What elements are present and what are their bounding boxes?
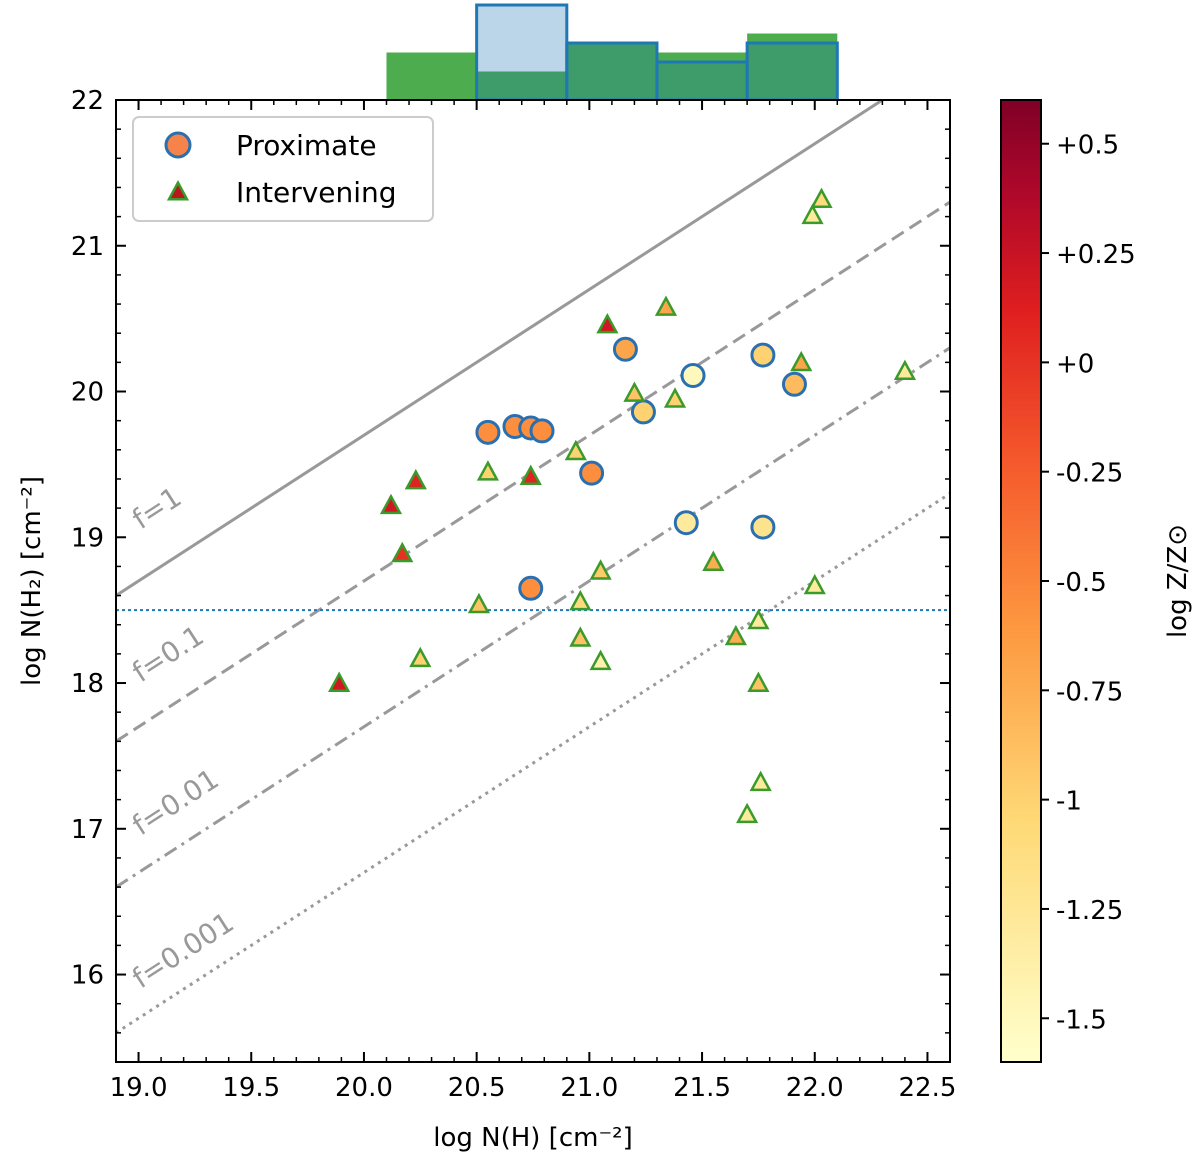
intervening-point [519,464,542,485]
proximate-point [518,575,544,601]
intervening-point [747,608,770,630]
histogram-bar-intervening [476,71,567,100]
y-tick-label: 19 [71,523,104,553]
x-tick-label: 20.5 [448,1073,506,1103]
histogram-bar-proximate [655,60,749,102]
plot-frame [115,99,951,1063]
intervening-point [564,439,587,461]
x-tick-label: 19.5 [222,1073,280,1103]
colorbar-title: log Z/Z⊙ [1163,524,1193,638]
x-tick-label: 19.0 [110,1073,168,1103]
y-tick-label: 20 [71,378,104,408]
x-tick-label: 22.0 [786,1073,844,1103]
intervening-point [476,460,500,481]
colorbar-tick-label: -0.25 [1056,459,1123,489]
intervening-point [596,312,619,334]
intervening-point [654,295,678,316]
intervening-point [589,559,612,580]
proximate-point [750,514,776,540]
colorbar: +0.5 +0.25 +0 -0.25 -0.5 -0.75 -1 -1.25 -1.5 log … [1000,99,1193,1063]
intervening-point [747,671,770,692]
y-tick-label: 18 [71,669,104,699]
colorbar-tick-label: -0.5 [1056,568,1107,598]
intervening-point [379,493,403,515]
legend-triangle-marker [166,180,190,201]
colorbar-tick-label: +0 [1056,349,1094,379]
intervening-point [589,649,612,671]
histogram-bar-intervening [747,33,838,100]
intervening-point [569,589,592,611]
intervening-point [328,671,351,692]
proximate-point [579,460,605,486]
y-tick-label: 16 [71,961,104,991]
y-tick-label: 17 [71,815,104,845]
intervening-point [810,187,833,209]
intervening-point [623,381,646,402]
histogram-bar-proximate [565,41,659,102]
colorbar-tick-label: +0.25 [1056,240,1136,270]
x-tick-label: 20.0 [335,1073,393,1103]
y-tick-label: 21 [71,232,104,262]
legend: Proximate Intervening [132,116,434,222]
intervening-point [391,541,414,563]
colorbar-tick-label: -1.5 [1056,1005,1107,1035]
intervening-point [749,770,772,792]
colorbar-gradient [1000,99,1042,1063]
fraction-line-f0-01 [116,346,950,889]
fraction-line-f0-001 [116,492,950,1035]
proximate-point [750,342,776,368]
proximate-point [475,419,501,445]
axes: 19.0 19.5 20.0 20.5 21.0 21.5 22.0 22.5 16 17 18 19… [17,86,956,1153]
intervening-point [790,350,813,372]
histogram-bar-intervening [386,52,477,100]
intervening-point [409,646,432,668]
intervening-point [569,626,592,647]
legend-box [132,116,434,222]
intervening-point [736,802,759,824]
legend-label-proximate: Proximate [236,129,377,162]
histogram-bar-proximate [745,41,839,102]
histogram-bar-intervening [656,52,748,100]
proximate-point [529,418,555,444]
top-histogram [386,3,839,102]
y-axis-title: log N(H₂) [cm⁻²] [17,476,47,686]
y-tick-label: 22 [71,86,104,116]
proximate-point [680,362,706,388]
colorbar-tick-label: -1 [1056,787,1082,817]
fraction-line-f1 [116,100,886,597]
legend-label-intervening: Intervening [236,176,397,209]
proximate-point [673,510,699,536]
intervening-point [893,359,917,381]
intervening-point [724,624,747,646]
proximate-point [612,336,638,362]
colorbar-tick-label: -0.75 [1056,677,1123,707]
intervening-point [801,203,824,225]
histogram-bar-intervening [566,43,657,100]
x-axis-title: log N(H) [cm⁻²] [433,1123,633,1153]
colorbar-tick-label: -1.25 [1056,896,1123,926]
intervening-point [702,550,725,571]
proximate-point [781,371,807,397]
colorbar-tick-label: +0.5 [1056,131,1119,161]
x-tick-label: 21.0 [560,1073,618,1103]
intervening-point [467,592,491,614]
intervening-point [404,468,427,490]
x-tick-label: 21.5 [673,1073,731,1103]
intervening-point [803,573,826,595]
proximate-point [630,399,656,425]
legend-circle-marker [164,131,192,159]
intervening-point [663,387,687,408]
histogram-bar-proximate [475,3,569,102]
data-points [328,187,917,824]
x-tick-label: 22.5 [899,1073,957,1103]
